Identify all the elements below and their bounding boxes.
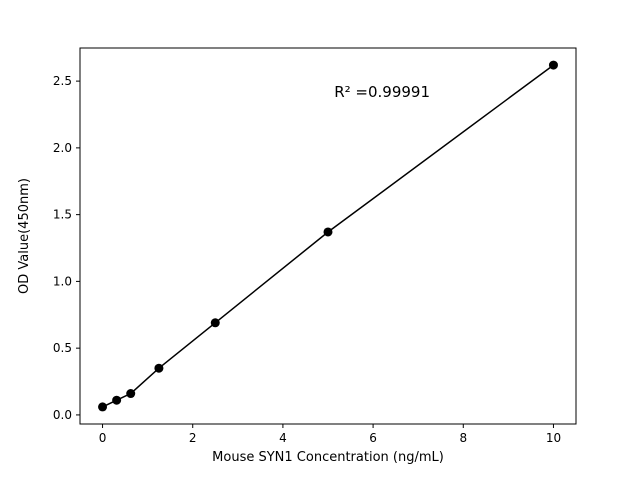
x-tick-label: 4	[279, 431, 287, 445]
data-point	[98, 402, 108, 412]
x-tick-label: 6	[369, 431, 377, 445]
r-squared-annotation: R² =0.99991	[334, 83, 430, 101]
x-tick-label: 8	[459, 431, 467, 445]
x-tick-label: 0	[99, 431, 107, 445]
y-tick-label: 2.5	[53, 74, 72, 88]
x-axis-label: Mouse SYN1 Concentration (ng/mL)	[212, 450, 444, 465]
data-point	[323, 227, 333, 237]
data-point	[154, 363, 164, 373]
y-axis-label: OD Value(450nm)	[17, 178, 32, 294]
data-point	[126, 389, 136, 399]
x-tick-label: 2	[189, 431, 197, 445]
data-point	[548, 60, 558, 70]
plot-area: 0 2 4 6 8 10 0.0 0.5 1.0 1.5 2.0 2.5	[53, 47, 577, 445]
data-point	[112, 395, 122, 405]
data-point	[210, 318, 220, 328]
y-tick-label: 0.0	[53, 408, 72, 422]
y-tick-label: 2.0	[53, 141, 72, 155]
x-tick-label: 10	[546, 431, 561, 445]
y-tick-label: 0.5	[53, 341, 72, 355]
y-tick-label: 1.0	[53, 274, 72, 288]
y-tick-label: 1.5	[53, 208, 72, 222]
